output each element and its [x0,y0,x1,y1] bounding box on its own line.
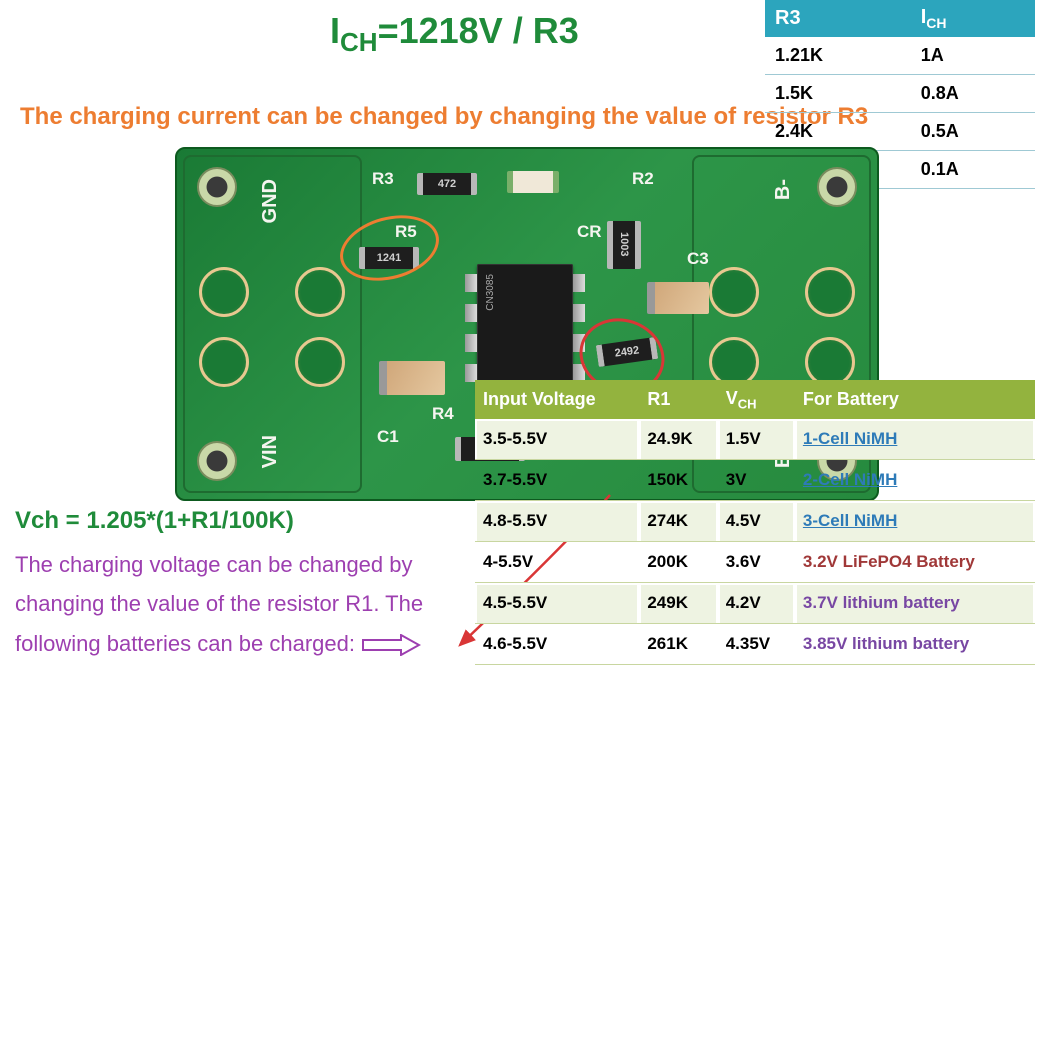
silk-bminus: B- [772,179,795,200]
table-row: 4-5.5V200K3.6V3.2V LiFePO4 Battery [475,542,1035,583]
vch-table: Input Voltage R1 VCH For Battery 3.5-5.5… [475,380,1035,666]
silk-r3: R3 [372,169,394,189]
silk-gnd: GND [259,179,282,223]
silk-c3: C3 [687,249,709,269]
table-row: 1.21K1A [765,37,1035,75]
col-battery: For Battery [795,380,1035,420]
table-row: 1.5K0.8A [765,75,1035,113]
r3-smd: 472 [417,173,477,195]
led-smd [507,171,559,193]
table-row: 3.5-5.5V24.9K1.5V1-Cell NiMH [475,419,1035,460]
silk-r2: R2 [632,169,654,189]
silk-cr: CR [577,222,602,242]
table-row: 3.7-5.5V150K3V2-Cell NiMH [475,460,1035,501]
ic-chip: CN3085 [477,264,573,392]
table-row: 4.6-5.5V261K4.35V3.85V lithium battery [475,624,1035,665]
arrow-purple-icon [361,634,421,656]
c3-smd [647,282,709,314]
col-r1: R1 [639,380,717,420]
table-row: 4.8-5.5V274K4.5V3-Cell NiMH [475,501,1035,542]
col-vch: VCH [718,380,795,420]
r3-header: R3 [765,0,911,37]
silk-vin: VIN [259,435,282,468]
silk-r4: R4 [432,404,454,424]
note-r1: The charging voltage can be changed by c… [15,545,445,664]
c1-smd [379,361,445,395]
table-row: 4.5-5.5V249K4.2V3.7V lithium battery [475,583,1035,624]
table-row: 2.4K0.5A [765,113,1035,151]
col-input-voltage: Input Voltage [475,380,639,420]
r2-smd: 1003 [607,221,641,269]
ich-header: ICH [911,0,1035,37]
silk-c1: C1 [377,427,399,447]
